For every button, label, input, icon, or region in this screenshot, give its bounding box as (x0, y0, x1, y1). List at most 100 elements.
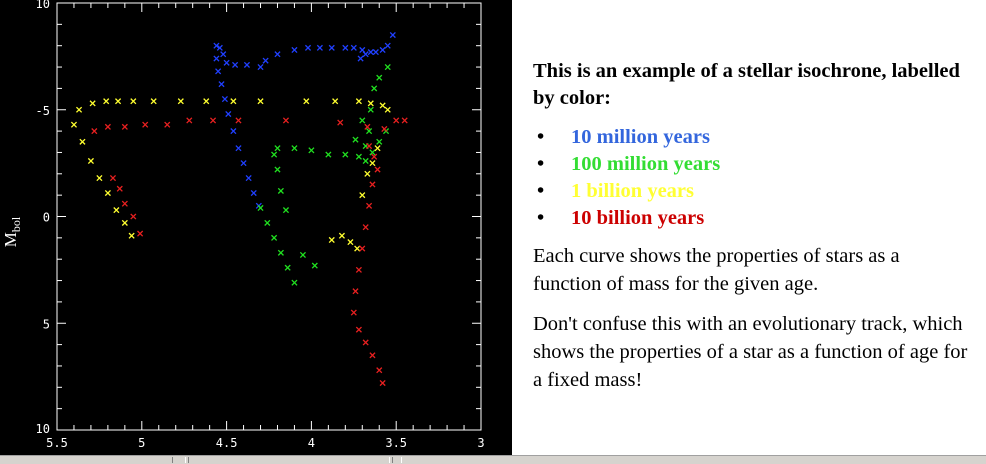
data-point (366, 128, 373, 135)
series-1-billion-years (70, 98, 391, 252)
y-tick-label: 0 (43, 211, 50, 225)
status-bar (0, 455, 986, 464)
data-point (354, 245, 361, 252)
y-tick-label: 10 (36, 422, 50, 436)
data-point (291, 279, 298, 286)
data-point (262, 57, 269, 64)
data-point (186, 117, 193, 124)
data-point (230, 128, 237, 135)
data-point (355, 98, 362, 105)
legend-item-100-million: • 100 million years (533, 151, 973, 178)
series-10-billion-years (91, 117, 408, 387)
bullet-icon: • (537, 207, 545, 229)
data-point (177, 98, 184, 105)
data-point (213, 55, 220, 62)
data-point (257, 63, 264, 71)
data-point (130, 213, 137, 220)
y-axis-label: Mbol (1, 216, 23, 247)
data-point (235, 117, 242, 124)
data-point (374, 145, 381, 152)
data-point (240, 160, 247, 167)
data-point (277, 249, 284, 256)
data-point (245, 175, 252, 182)
data-point (271, 234, 278, 241)
data-point (225, 110, 232, 118)
data-point (299, 251, 306, 258)
data-point (338, 232, 345, 239)
plot-points (70, 31, 408, 387)
data-point (243, 61, 251, 68)
data-point (274, 166, 281, 173)
data-point (104, 189, 111, 197)
data-point (389, 31, 396, 39)
y-tick-label: -5 (36, 104, 50, 118)
data-point (350, 44, 357, 51)
plot-axes: 5.5 5 4.5 4 3.5 3 10 -5 0 5 10 (36, 0, 485, 450)
legend-item-10-billion: • 10 billion years (533, 205, 973, 232)
data-point (384, 63, 391, 71)
data-point (150, 98, 157, 105)
data-point (393, 117, 400, 124)
data-point (109, 175, 117, 182)
data-point (235, 145, 242, 152)
data-point (116, 185, 123, 192)
data-point (362, 157, 369, 165)
data-point (371, 85, 378, 92)
data-point (357, 55, 364, 62)
data-point (359, 117, 366, 124)
legend-item-1-billion: • 1 billion years (533, 178, 973, 205)
data-point (121, 200, 128, 207)
data-point (369, 149, 376, 156)
data-point (128, 232, 135, 239)
data-point (352, 288, 359, 295)
data-point (87, 157, 94, 165)
data-point (164, 121, 171, 128)
data-point (271, 151, 278, 158)
data-point (104, 123, 111, 130)
data-point (274, 51, 281, 58)
data-point (232, 61, 239, 68)
data-point (303, 98, 310, 105)
data-point (350, 309, 357, 316)
data-point (379, 102, 386, 109)
data-point (91, 128, 98, 135)
data-point (264, 219, 271, 226)
y-tick-label: 5 (43, 317, 50, 331)
data-point (96, 175, 103, 182)
data-point (332, 98, 339, 105)
legend-item-10-million: • 10 million years (533, 124, 973, 151)
data-point (70, 121, 78, 128)
data-point (376, 74, 383, 81)
data-point (137, 230, 144, 237)
data-point (142, 121, 149, 128)
data-point (367, 100, 374, 107)
bullet-icon: • (537, 180, 545, 202)
data-point (374, 166, 381, 173)
x-tick-label: 4.5 (216, 436, 238, 450)
data-point (328, 44, 335, 51)
data-point (364, 170, 371, 177)
legend-label: 100 million years (571, 153, 721, 175)
data-point (355, 153, 362, 160)
isochrone-description: Each curve shows the properties of stars… (533, 245, 900, 295)
x-tick-label: 3.5 (385, 436, 407, 450)
data-point (366, 142, 373, 150)
data-point (291, 46, 298, 54)
data-point (401, 117, 408, 124)
legend-label: 10 million years (571, 126, 710, 148)
data-point (113, 207, 120, 214)
bullet-icon: • (537, 153, 545, 175)
data-point (337, 119, 344, 126)
bullet-icon: • (537, 126, 545, 148)
data-point (75, 106, 83, 113)
data-point (384, 106, 391, 113)
data-point (369, 352, 376, 359)
description-panel: This is an example of a stellar isochron… (533, 58, 973, 406)
data-point (304, 44, 312, 51)
data-point (376, 367, 383, 374)
data-point (250, 189, 257, 197)
data-point (379, 379, 386, 387)
data-point (359, 245, 366, 252)
y-axis-label-main: M (1, 232, 20, 247)
data-point (218, 81, 225, 88)
